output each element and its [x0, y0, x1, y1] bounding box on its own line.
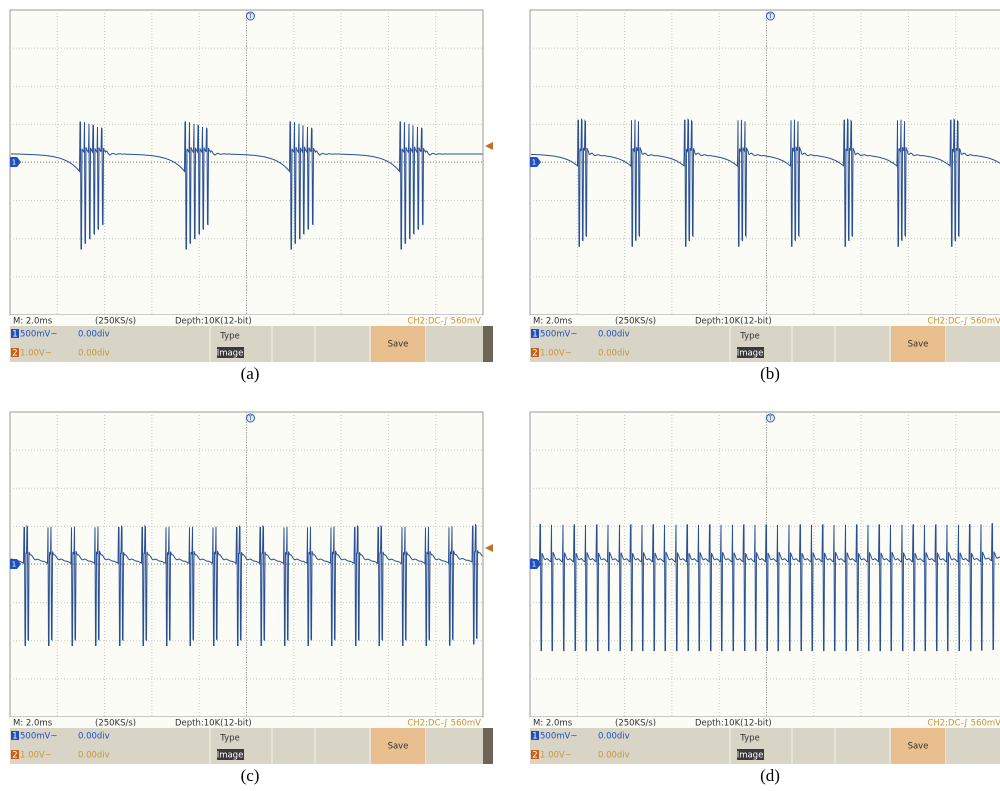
- sample-rate: (250KS/s): [615, 719, 656, 729]
- ch1-scale: 500mV~: [20, 330, 57, 340]
- ch1-scale: 500mV~: [540, 732, 577, 742]
- save-label: Save: [908, 340, 929, 350]
- trigger-marker: T: [768, 415, 773, 422]
- timebase: M: 2.0ms: [533, 317, 573, 327]
- caption: (b): [760, 364, 780, 383]
- ch1-number: 1: [532, 732, 537, 742]
- timebase: M: 2.0ms: [13, 719, 53, 729]
- ch1-marker: 1: [12, 561, 16, 569]
- ch1-offset: 0.00div: [598, 330, 630, 340]
- ch2-offset: 0.00div: [598, 349, 630, 359]
- caption: (a): [241, 364, 260, 383]
- ch1-marker: 1: [12, 159, 16, 167]
- ch1-number: 1: [532, 330, 537, 340]
- ch2-offset: 0.00div: [78, 751, 110, 761]
- ch1-scale: 500mV~: [20, 732, 57, 742]
- type-value: Image: [217, 349, 244, 359]
- menu-edge: [483, 326, 493, 362]
- type-label: Type: [739, 734, 760, 744]
- save-label: Save: [388, 340, 409, 350]
- menu-edge: [483, 728, 493, 764]
- page: {"panels": [ {"status": {"timebase": "M:…: [0, 0, 1000, 791]
- timebase: M: 2.0ms: [13, 317, 53, 327]
- ch2-offset: 0.00div: [598, 751, 630, 761]
- ch1-offset: 0.00div: [78, 732, 110, 742]
- trigger-marker: T: [248, 415, 253, 422]
- ch2-number: 2: [12, 751, 17, 761]
- sample-rate: (250KS/s): [95, 719, 136, 729]
- ch2-scale: 1.00V~: [20, 751, 52, 761]
- scope-panel: T 1 M: 2.0ms (250KS/s) Depth:10K(12-bit) CH2:…: [530, 10, 1000, 383]
- ch1-marker: 1: [532, 159, 536, 167]
- sample-rate: (250KS/s): [615, 317, 656, 327]
- scope-panel: T 1 M: 2.0ms (250KS/s) Depth:10K(12-bit) CH2:…: [530, 412, 1000, 785]
- ch2-number: 2: [532, 349, 537, 359]
- depth: Depth:10K(12-bit): [175, 719, 252, 729]
- type-value: Image: [737, 349, 764, 359]
- trigger-marker: T: [248, 13, 253, 20]
- depth: Depth:10K(12-bit): [695, 719, 772, 729]
- ch1-number: 1: [12, 330, 17, 340]
- ch1-offset: 0.00div: [78, 330, 110, 340]
- ch2-scale: 1.00V~: [540, 751, 572, 761]
- ch2-scale: 1.00V~: [540, 349, 572, 359]
- trigger-status: CH2:DC-∫ 560mV: [407, 719, 481, 729]
- trigger-status: CH2:DC-∫ 560mV: [927, 719, 1000, 729]
- ch1-number: 1: [12, 732, 17, 742]
- type-value: Image: [217, 751, 244, 761]
- caption: (d): [760, 766, 780, 785]
- figure: T 1 M: 2.0ms (250KS/s) Depth:10K(12-bit) CH2:…: [0, 0, 1000, 791]
- trigger-marker: T: [768, 13, 773, 20]
- type-label: Type: [219, 734, 240, 744]
- save-label: Save: [908, 742, 929, 752]
- depth: Depth:10K(12-bit): [695, 317, 772, 327]
- ch1-scale: 500mV~: [540, 330, 577, 340]
- ch2-scale: 1.00V~: [20, 349, 52, 359]
- trigger-status: CH2:DC-∫ 560mV: [927, 317, 1000, 327]
- type-label: Type: [219, 332, 240, 342]
- timebase: M: 2.0ms: [533, 719, 573, 729]
- ch2-number: 2: [12, 349, 17, 359]
- trigger-level: [485, 142, 493, 150]
- caption: (c): [241, 766, 260, 785]
- trigger-level: [485, 544, 493, 552]
- type-label: Type: [739, 332, 760, 342]
- sample-rate: (250KS/s): [95, 317, 136, 327]
- ch1-offset: 0.00div: [598, 732, 630, 742]
- ch2-number: 2: [532, 751, 537, 761]
- type-value: Image: [737, 751, 764, 761]
- ch2-offset: 0.00div: [78, 349, 110, 359]
- ch1-marker: 1: [532, 561, 536, 569]
- scope-panel: T 1 M: 2.0ms (250KS/s) Depth:10K(12-bit) CH2:…: [10, 10, 493, 383]
- trigger-status: CH2:DC-∫ 560mV: [407, 317, 481, 327]
- scope-panel: T 1 M: 2.0ms (250KS/s) Depth:10K(12-bit) CH2:…: [10, 412, 493, 785]
- depth: Depth:10K(12-bit): [175, 317, 252, 327]
- save-label: Save: [388, 742, 409, 752]
